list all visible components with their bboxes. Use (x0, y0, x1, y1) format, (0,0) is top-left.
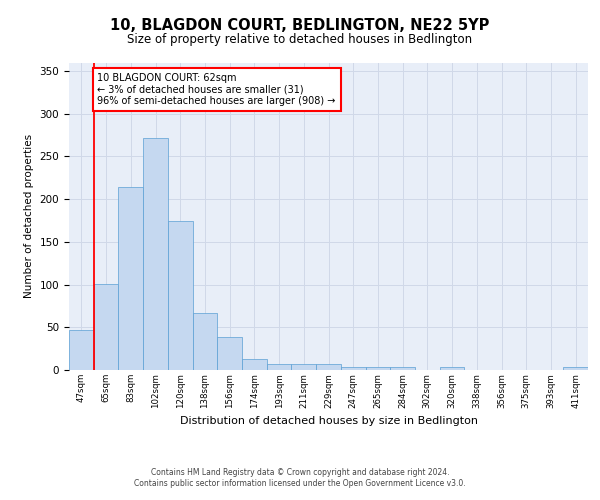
Bar (168, 220, 193, 370)
Text: Contains HM Land Registry data © Crown copyright and database right 2024.
Contai: Contains HM Land Registry data © Crown c… (134, 468, 466, 487)
X-axis label: Distribution of detached houses by size in Bedlington: Distribution of detached houses by size … (179, 416, 478, 426)
Bar (242, 359, 267, 370)
Text: 10 BLAGDON COURT: 62sqm
← 3% of detached houses are smaller (31)
96% of semi-det: 10 BLAGDON COURT: 62sqm ← 3% of detached… (97, 72, 336, 106)
Bar (193, 313, 217, 370)
Bar (440, 368, 464, 370)
Bar (563, 368, 588, 370)
Text: 10, BLAGDON COURT, BEDLINGTON, NE22 5YP: 10, BLAGDON COURT, BEDLINGTON, NE22 5YP (110, 18, 490, 32)
Bar (217, 336, 242, 370)
Bar (143, 138, 168, 370)
Bar (390, 368, 415, 370)
Bar (267, 364, 292, 370)
Bar (316, 364, 341, 370)
Bar (94, 284, 118, 370)
Text: Size of property relative to detached houses in Bedlington: Size of property relative to detached ho… (127, 32, 473, 46)
Bar (292, 364, 316, 370)
Bar (69, 330, 94, 370)
Y-axis label: Number of detached properties: Number of detached properties (24, 134, 34, 298)
Bar (365, 366, 390, 370)
Bar (118, 187, 143, 370)
Bar (341, 366, 365, 370)
